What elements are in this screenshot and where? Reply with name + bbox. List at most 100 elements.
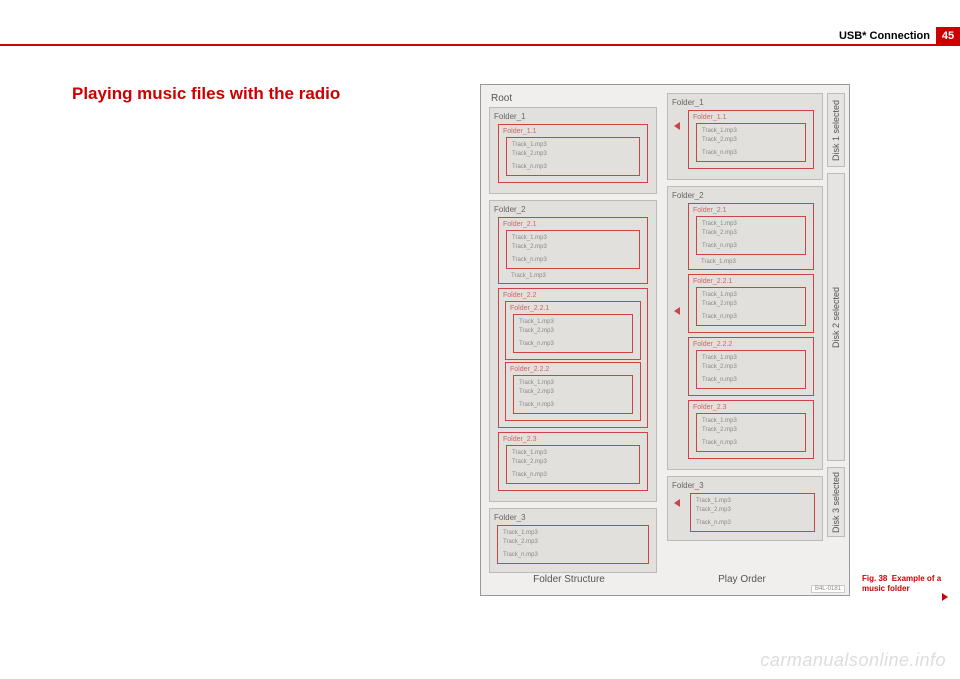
subfolder-box: Folder_2.2.2 Track_1.mp3 Track_2.mp3 Tra… <box>688 337 814 396</box>
subfolder-title: Folder_2.3 <box>693 404 809 411</box>
track: Track_1.mp3 <box>702 220 800 229</box>
subfolder-title: Folder_1.1 <box>693 114 809 121</box>
track-list: Track_1.mp3 Track_2.mp3 Track_n.mp3 <box>696 413 806 452</box>
subfolder-box: Folder_2.2.2 Track_1.mp3 Track_2.mp3 Tra… <box>505 362 641 421</box>
page-header: USB* Connection 45 <box>0 28 960 46</box>
disk-title: Folder_2 <box>672 191 818 200</box>
continue-arrow-icon <box>942 593 948 601</box>
watermark: carmanualsonline.info <box>760 650 946 671</box>
track: Track_n.mp3 <box>696 519 809 528</box>
track: Track_1.mp3 <box>512 449 634 458</box>
track: Track_1.mp3 <box>512 234 634 243</box>
disk-box: Folder_3 Track_1.mp3 Track_2.mp3 Track_n… <box>667 476 823 541</box>
track: Track_2.mp3 <box>503 538 643 547</box>
track-list: Track_1.mp3 Track_2.mp3 Track_n.mp3 <box>690 493 815 532</box>
subfolder-box: Folder_2.2 Folder_2.2.1 Track_1.mp3 Trac… <box>498 288 648 428</box>
subfolder-box: Folder_2.2.1 Track_1.mp3 Track_2.mp3 Tra… <box>688 274 814 333</box>
track-list: Track_1.mp3 Track_2.mp3 Track_n.mp3 <box>513 375 633 414</box>
section-heading: Playing music files with the radio <box>72 84 340 104</box>
subfolder-title: Folder_2.2 <box>503 292 643 299</box>
subfolder-title: Folder_2.2.2 <box>693 341 809 348</box>
subfolder-box: Folder_2.1 Track_1.mp3 Track_2.mp3 Track… <box>688 203 814 270</box>
root-label: Root <box>489 93 657 104</box>
track: Track_1.mp3 <box>503 529 643 538</box>
track: Track_1.mp3 <box>702 127 800 136</box>
figure-number: Fig. 38 <box>862 574 887 583</box>
track: Track_n.mp3 <box>702 376 800 385</box>
subfolder-title: Folder_2.2.2 <box>510 366 636 373</box>
track: Track_1.mp3 <box>519 379 627 388</box>
footer-left-label: Folder Structure <box>481 574 657 585</box>
subfolder-title: Folder_2.1 <box>693 207 809 214</box>
page-number: 45 <box>936 27 960 45</box>
track-list: Track_1.mp3 Track_2.mp3 Track_n.mp3 <box>513 314 633 353</box>
play-arrow-icon <box>674 307 680 315</box>
subfolder-title: Folder_2.2.1 <box>693 278 809 285</box>
track-list: Track_1.mp3 Track_2.mp3 Track_n.mp3 <box>506 230 640 269</box>
subfolder-title: Folder_2.1 <box>503 221 643 228</box>
folder-title: Folder_2 <box>494 205 652 214</box>
disk-side-label: Disk 1 selected <box>827 93 845 167</box>
track: Track_2.mp3 <box>512 243 634 252</box>
play-order-column: Folder_1 Folder_1.1 Track_1.mp3 Track_2.… <box>667 93 823 547</box>
play-arrow-icon <box>674 122 680 130</box>
diagram-ref: B4L-0181 <box>811 585 845 593</box>
track: Track_n.mp3 <box>503 551 643 560</box>
track: Track_n.mp3 <box>519 401 627 410</box>
track: Track_2.mp3 <box>696 506 809 515</box>
play-arrow-icon <box>674 499 680 507</box>
subfolder-title: Folder_1.1 <box>503 128 643 135</box>
track: Track_2.mp3 <box>702 229 800 238</box>
track: Track_1.mp3 <box>519 318 627 327</box>
track: Track_n.mp3 <box>702 149 800 158</box>
subfolder-box: Folder_2.3 Track_1.mp3 Track_2.mp3 Track… <box>688 400 814 459</box>
track: Track_n.mp3 <box>702 439 800 448</box>
disk-box: Folder_1 Folder_1.1 Track_1.mp3 Track_2.… <box>667 93 823 180</box>
folder-box: Folder_3 Track_1.mp3 Track_2.mp3 Track_n… <box>489 508 657 573</box>
diagram-footer: Folder Structure Play Order <box>481 574 827 585</box>
track: Track_2.mp3 <box>702 300 800 309</box>
track: Track_1.mp3 <box>702 291 800 300</box>
track: Track_n.mp3 <box>519 340 627 349</box>
track-list: Track_1.mp3 Track_2.mp3 Track_n.mp3 <box>696 123 806 162</box>
track: Track_2.mp3 <box>512 150 634 159</box>
track: Track_2.mp3 <box>519 327 627 336</box>
track: Track_n.mp3 <box>512 471 634 480</box>
track: Track_n.mp3 <box>512 163 634 172</box>
track: Track_2.mp3 <box>702 136 800 145</box>
track-list: Track_1.mp3 Track_2.mp3 Track_n.mp3 <box>696 287 806 326</box>
subfolder-title: Folder_2.2.1 <box>510 305 636 312</box>
track: Track_2.mp3 <box>512 458 634 467</box>
subfolder-box: Folder_1.1 Track_1.mp3 Track_2.mp3 Track… <box>498 124 648 183</box>
footer-right-label: Play Order <box>657 574 827 585</box>
side-labels: Disk 1 selected Disk 2 selected Disk 3 s… <box>827 93 847 573</box>
track: Track_2.mp3 <box>702 426 800 435</box>
extra-track: Track_1.mp3 <box>503 271 643 279</box>
track: Track_1.mp3 <box>702 354 800 363</box>
track: Track_n.mp3 <box>702 313 800 322</box>
track-list: Track_1.mp3 Track_2.mp3 Track_n.mp3 <box>497 525 649 564</box>
track-list: Track_1.mp3 Track_2.mp3 Track_n.mp3 <box>696 350 806 389</box>
track: Track_n.mp3 <box>512 256 634 265</box>
disk-side-label: Disk 3 selected <box>827 467 845 537</box>
track: Track_n.mp3 <box>702 242 800 251</box>
subfolder-box: Folder_2.1 Track_1.mp3 Track_2.mp3 Track… <box>498 217 648 284</box>
disk-side-label: Disk 2 selected <box>827 173 845 461</box>
subfolder-title: Folder_2.3 <box>503 436 643 443</box>
subfolder-box: Folder_2.3 Track_1.mp3 Track_2.mp3 Track… <box>498 432 648 491</box>
track: Track_2.mp3 <box>519 388 627 397</box>
track: Track_2.mp3 <box>702 363 800 372</box>
track-list: Track_1.mp3 Track_2.mp3 Track_n.mp3 <box>506 137 640 176</box>
subfolder-box: Folder_1.1 Track_1.mp3 Track_2.mp3 Track… <box>688 110 814 169</box>
figure-caption: Fig. 38 Example of a music folder <box>862 574 948 595</box>
extra-track: Track_1.mp3 <box>693 257 809 265</box>
folder-structure-column: Root Folder_1 Folder_1.1 Track_1.mp3 Tra… <box>489 93 657 579</box>
track-list: Track_1.mp3 Track_2.mp3 Track_n.mp3 <box>696 216 806 255</box>
track-list: Track_1.mp3 Track_2.mp3 Track_n.mp3 <box>506 445 640 484</box>
folder-box: Folder_2 Folder_2.1 Track_1.mp3 Track_2.… <box>489 200 657 502</box>
folder-diagram: Root Folder_1 Folder_1.1 Track_1.mp3 Tra… <box>480 84 850 596</box>
folder-title: Folder_3 <box>494 513 652 522</box>
subfolder-box: Folder_2.2.1 Track_1.mp3 Track_2.mp3 Tra… <box>505 301 641 360</box>
track: Track_1.mp3 <box>512 141 634 150</box>
disk-title: Folder_3 <box>672 481 818 490</box>
